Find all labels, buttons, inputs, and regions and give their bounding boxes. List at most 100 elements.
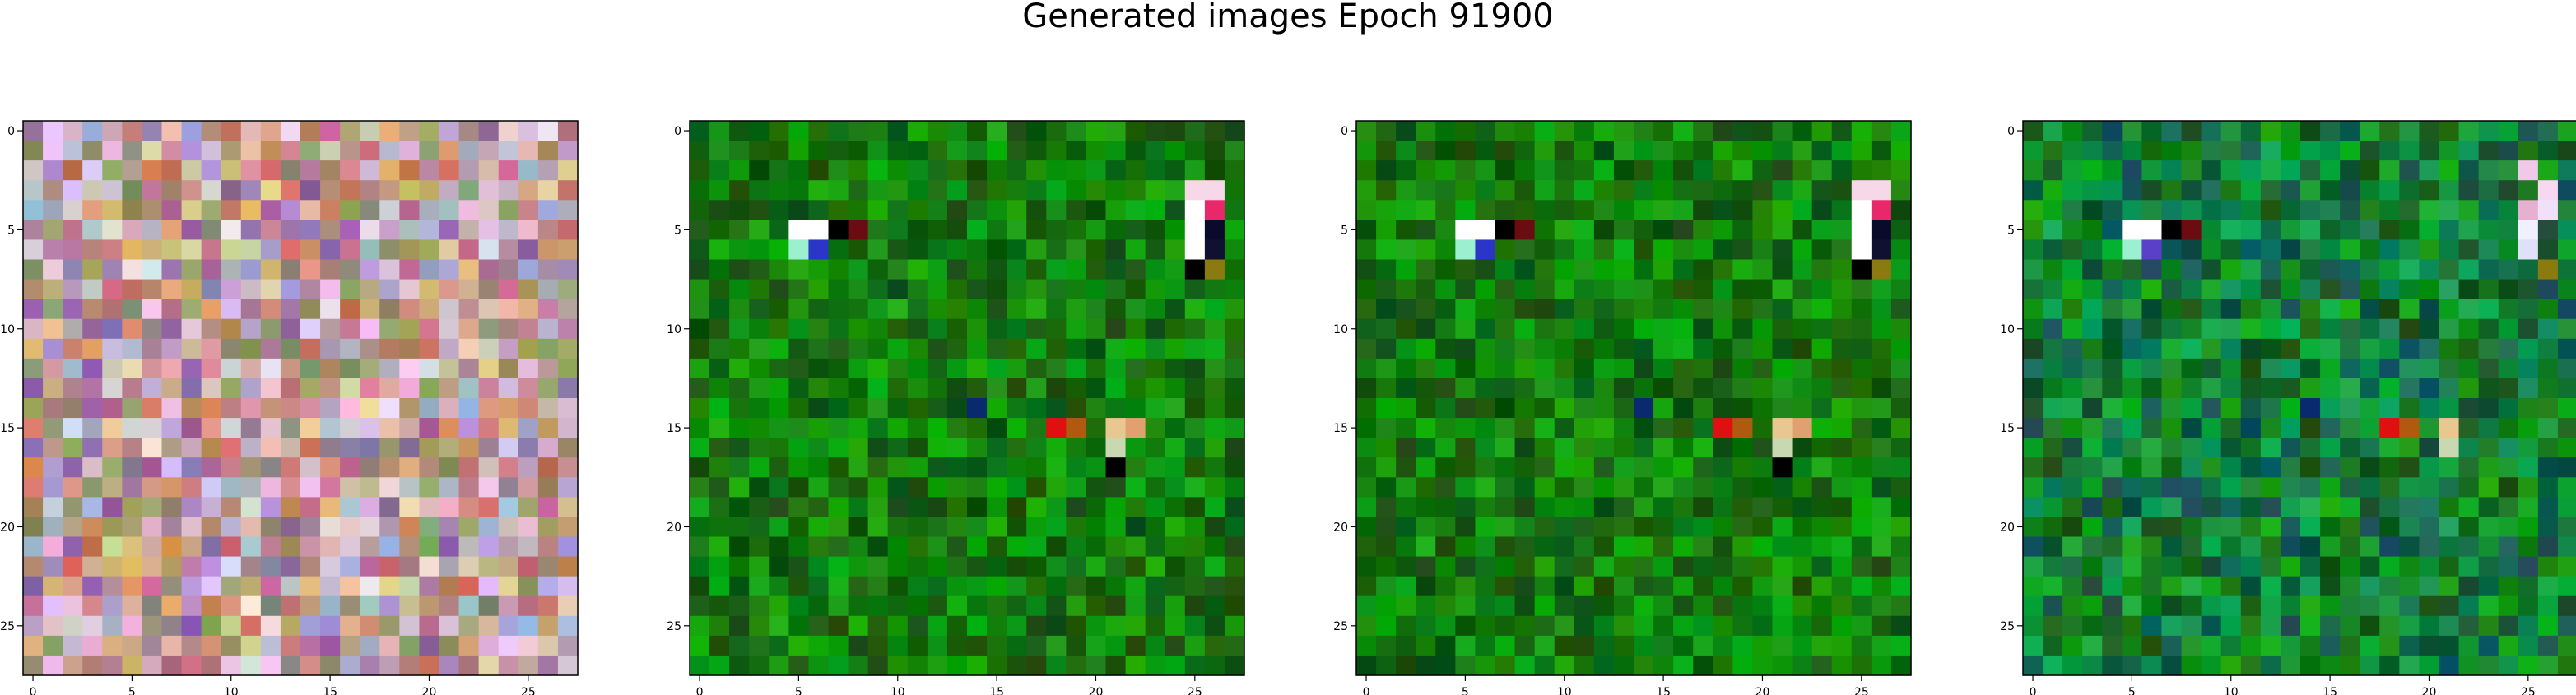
pixel (1673, 299, 1694, 320)
pixel (927, 200, 948, 220)
pixel (2458, 160, 2480, 181)
pixel (1871, 279, 1892, 300)
pixel (2161, 239, 2183, 261)
pixel (1356, 358, 1377, 379)
pixel (2220, 141, 2242, 161)
pixel (1772, 299, 1793, 320)
pixel (1534, 635, 1555, 656)
pixel (2340, 655, 2360, 676)
pixel (2360, 497, 2380, 518)
pixel (808, 517, 830, 538)
pixel (300, 615, 321, 637)
pixel (1514, 615, 1536, 637)
pixel (2201, 457, 2222, 478)
pixel (478, 398, 500, 419)
pixel (1871, 457, 1892, 478)
pixel (769, 141, 789, 161)
pixel (221, 200, 242, 220)
pixel (2498, 299, 2519, 320)
pixel (1046, 418, 1067, 438)
pixel (439, 200, 460, 220)
pixel (201, 457, 222, 478)
pixel (557, 378, 579, 399)
pixel (2478, 536, 2499, 558)
pixel (1204, 438, 1225, 458)
pixel (729, 398, 750, 419)
pixel (102, 418, 123, 438)
pixel (967, 517, 988, 538)
pixel (1007, 338, 1027, 359)
pixel (2458, 318, 2480, 340)
pixel (1376, 497, 1397, 518)
pixel (2419, 477, 2440, 498)
pixel (1184, 497, 1206, 518)
pixel (907, 318, 928, 340)
pixel (749, 418, 770, 438)
pixel (867, 318, 889, 340)
pixel (1653, 556, 1674, 577)
pixel (1066, 556, 1087, 577)
pixel (2023, 595, 2044, 617)
pixel (1356, 338, 1377, 359)
pixel (518, 279, 539, 300)
pixel (2439, 576, 2460, 597)
pixel (439, 576, 460, 597)
pixel (478, 635, 500, 656)
pixel (1105, 318, 1127, 340)
pixel (1125, 180, 1146, 201)
pixel (458, 200, 480, 220)
pixel (1871, 398, 1892, 419)
pixel (1165, 615, 1186, 637)
pixel (927, 556, 948, 577)
pixel (360, 615, 380, 637)
pixel (2161, 655, 2183, 676)
pixel (1125, 576, 1146, 597)
pixel (2557, 239, 2576, 261)
pixel (828, 121, 849, 141)
pixel (2458, 141, 2480, 161)
pixel (2439, 338, 2460, 359)
pixel (927, 418, 948, 438)
pixel (557, 180, 579, 201)
pixel (2141, 418, 2163, 438)
pixel (1554, 259, 1575, 280)
pixel (2399, 180, 2420, 201)
pixel (63, 121, 83, 141)
pixel (1495, 299, 1516, 320)
pixel (1007, 220, 1027, 241)
pixel (2201, 358, 2222, 379)
pixel (379, 121, 400, 141)
pixel (1026, 556, 1047, 577)
pixel (1851, 318, 1872, 340)
pixel (498, 497, 519, 518)
pixel (1145, 457, 1166, 478)
pixel (867, 338, 889, 359)
pixel (142, 338, 163, 359)
pixel (201, 418, 222, 438)
pixel (1772, 556, 1793, 577)
pixel (1165, 180, 1186, 201)
pixel (1851, 497, 1872, 518)
pixel (1475, 358, 1496, 379)
pixel (2260, 457, 2281, 478)
pixel (2439, 477, 2460, 498)
pixel (2023, 615, 2044, 637)
pixel (1495, 517, 1516, 538)
pixel (1066, 141, 1087, 161)
pixel (439, 160, 460, 181)
pixel (240, 358, 262, 379)
pixel (2458, 457, 2480, 478)
pixel (102, 438, 123, 458)
pixel (2320, 220, 2341, 241)
pixel (2498, 239, 2519, 261)
x-tick-label: 5 (795, 686, 802, 695)
pixel (1871, 438, 1892, 458)
pixel (1066, 318, 1087, 340)
pixel (1673, 338, 1694, 359)
pixel (927, 655, 948, 676)
pixel (1145, 398, 1166, 419)
pixel (2181, 358, 2202, 379)
pixel (2220, 655, 2242, 676)
pixel (23, 635, 44, 656)
pixel (690, 477, 710, 498)
